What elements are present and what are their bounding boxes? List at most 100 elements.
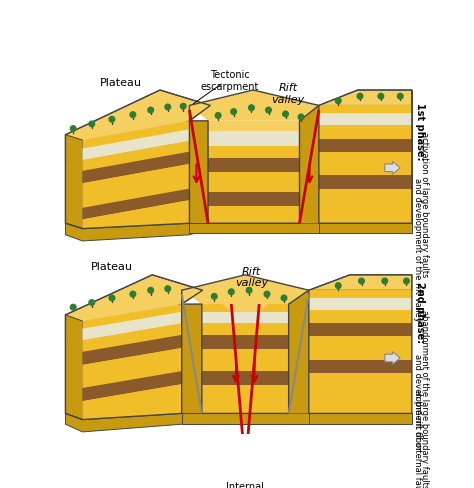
Circle shape (378, 94, 383, 100)
Circle shape (165, 105, 171, 111)
Polygon shape (309, 413, 412, 425)
Polygon shape (300, 106, 319, 224)
Circle shape (89, 122, 95, 127)
Polygon shape (82, 189, 190, 220)
Polygon shape (82, 142, 190, 171)
Polygon shape (309, 298, 412, 310)
Polygon shape (82, 348, 182, 388)
Polygon shape (190, 122, 208, 224)
Polygon shape (182, 275, 309, 305)
Text: activation of large boundary faults: activation of large boundary faults (420, 132, 429, 277)
Circle shape (298, 115, 304, 121)
Text: Rift
valley: Rift valley (235, 266, 268, 287)
Polygon shape (82, 335, 182, 365)
Polygon shape (82, 371, 182, 401)
Polygon shape (202, 349, 289, 371)
Polygon shape (319, 126, 412, 139)
Polygon shape (82, 324, 182, 352)
Polygon shape (202, 312, 289, 324)
Polygon shape (319, 139, 412, 153)
Polygon shape (385, 352, 400, 365)
Circle shape (215, 113, 221, 119)
Polygon shape (82, 152, 190, 184)
Circle shape (264, 292, 270, 297)
Text: Plateau: Plateau (91, 261, 133, 271)
Circle shape (70, 305, 76, 310)
Polygon shape (289, 291, 309, 413)
Circle shape (70, 126, 76, 132)
Text: Rift
valley: Rift valley (271, 83, 304, 105)
Circle shape (246, 288, 252, 293)
Polygon shape (202, 385, 289, 413)
Polygon shape (82, 122, 190, 229)
Polygon shape (309, 374, 412, 413)
Polygon shape (208, 122, 300, 224)
Polygon shape (309, 310, 412, 323)
Circle shape (283, 112, 288, 118)
Polygon shape (202, 371, 289, 385)
Polygon shape (65, 315, 82, 420)
Polygon shape (65, 275, 202, 343)
Polygon shape (202, 305, 289, 413)
Polygon shape (82, 201, 190, 229)
Polygon shape (202, 335, 289, 349)
Polygon shape (300, 106, 319, 224)
Text: 2nd phase:: 2nd phase: (415, 282, 425, 343)
Polygon shape (190, 91, 319, 116)
Polygon shape (202, 324, 289, 335)
Circle shape (357, 94, 363, 100)
Polygon shape (208, 193, 300, 207)
Polygon shape (385, 162, 400, 175)
Polygon shape (208, 147, 300, 159)
Polygon shape (82, 130, 190, 161)
Circle shape (382, 279, 388, 284)
Circle shape (165, 286, 171, 292)
Polygon shape (208, 207, 300, 224)
Polygon shape (309, 291, 412, 413)
Polygon shape (65, 135, 82, 229)
Polygon shape (319, 106, 412, 224)
Circle shape (281, 296, 287, 301)
Text: Internal
faults: Internal faults (226, 481, 264, 488)
Polygon shape (82, 312, 182, 341)
Text: Plateau: Plateau (100, 78, 142, 87)
Polygon shape (319, 224, 412, 234)
Text: and development of internal faults: and development of internal faults (413, 354, 422, 488)
Polygon shape (190, 91, 319, 122)
Circle shape (359, 279, 365, 284)
Circle shape (109, 117, 115, 123)
Polygon shape (319, 189, 412, 224)
Polygon shape (319, 91, 412, 106)
Polygon shape (309, 337, 412, 360)
Polygon shape (82, 305, 182, 420)
Polygon shape (319, 175, 412, 189)
Circle shape (249, 106, 254, 111)
Circle shape (336, 99, 341, 104)
Circle shape (211, 294, 217, 300)
Polygon shape (309, 360, 412, 374)
Circle shape (130, 292, 136, 297)
Polygon shape (82, 164, 190, 208)
Polygon shape (222, 297, 268, 312)
Circle shape (266, 108, 271, 114)
Polygon shape (319, 153, 412, 175)
Text: abandonment of the large boundary faults: abandonment of the large boundary faults (420, 310, 429, 488)
Circle shape (89, 300, 95, 305)
Polygon shape (208, 122, 300, 132)
Text: Tectonic
escarpment: Tectonic escarpment (201, 70, 259, 92)
Polygon shape (208, 159, 300, 172)
Circle shape (148, 288, 154, 293)
Circle shape (397, 94, 403, 100)
Text: in the rift floor: in the rift floor (413, 389, 422, 449)
Polygon shape (208, 172, 300, 193)
Text: and development of the rift valley: and development of the rift valley (413, 178, 422, 321)
Circle shape (148, 108, 154, 114)
Polygon shape (190, 224, 319, 234)
Polygon shape (65, 407, 202, 432)
Circle shape (130, 113, 136, 118)
Circle shape (231, 109, 237, 115)
Text: 1st phase:: 1st phase: (415, 103, 425, 161)
Polygon shape (309, 323, 412, 337)
Polygon shape (319, 114, 412, 126)
Polygon shape (208, 132, 300, 147)
